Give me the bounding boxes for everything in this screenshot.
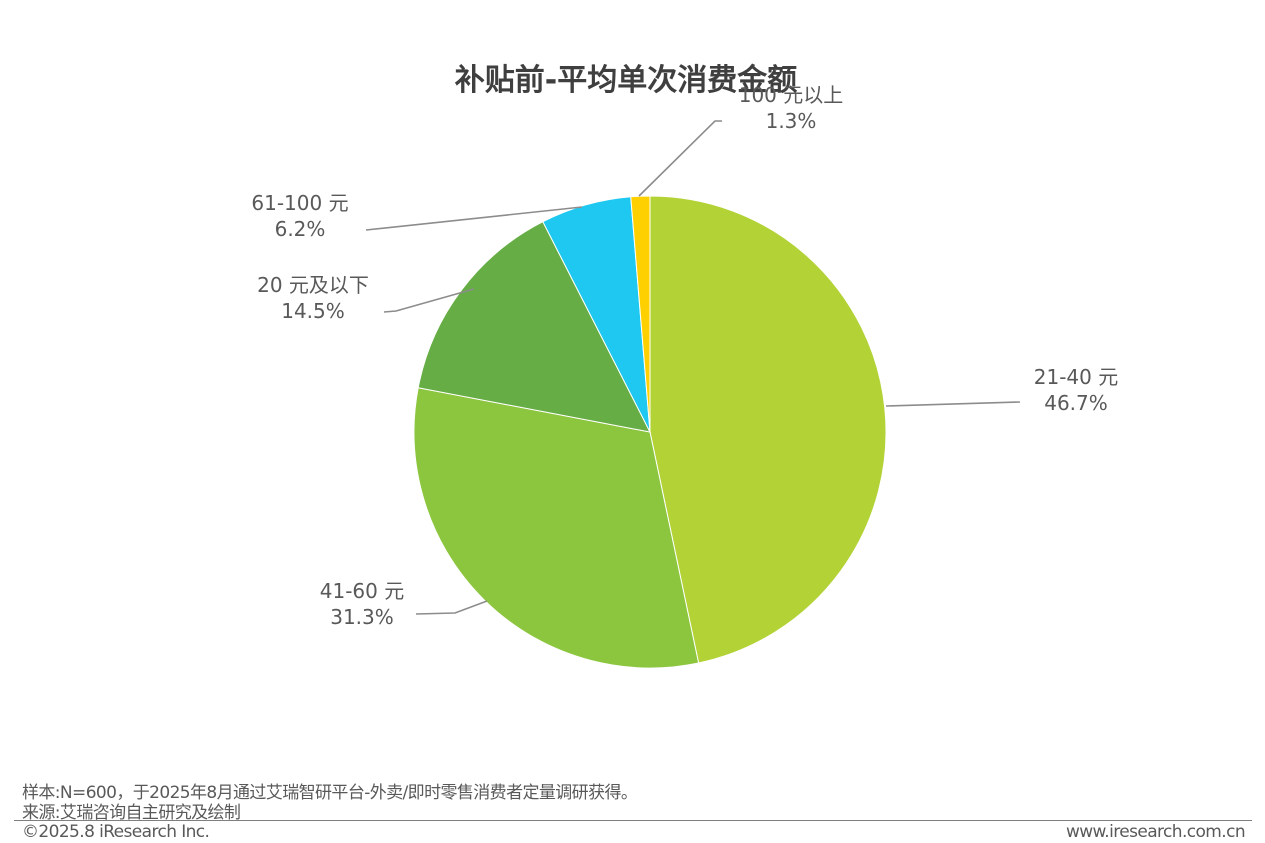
copyright-text: ©2025.8 iResearch Inc. bbox=[22, 822, 210, 842]
slice-category-label: 100 元以上 bbox=[739, 83, 844, 107]
leader-line bbox=[415, 600, 488, 615]
slice-value-label: 14.5% bbox=[281, 299, 345, 323]
sample-note: 样本:N=600，于2025年8月通过艾瑞智研平台-外卖/即时零售消费者定量调研… bbox=[22, 783, 638, 803]
slice-value-label: 31.3% bbox=[330, 605, 394, 629]
pie-slice bbox=[649, 195, 887, 664]
website-link[interactable]: www.iresearch.com.cn bbox=[1065, 822, 1246, 842]
slice-category-label: 21-40 元 bbox=[1034, 365, 1118, 389]
pie-slice bbox=[417, 221, 651, 433]
footer-divider bbox=[14, 820, 1252, 821]
slice-value-label: 6.2% bbox=[275, 217, 326, 241]
leader-line bbox=[638, 120, 722, 197]
leader-line bbox=[383, 288, 475, 313]
slice-category-label: 41-60 元 bbox=[320, 579, 404, 603]
pie-slice bbox=[630, 195, 651, 433]
slice-category-label: 61-100 元 bbox=[251, 191, 348, 215]
leader-line bbox=[885, 401, 1021, 407]
source-note: 来源:艾瑞咨询自主研究及绘制 bbox=[22, 803, 241, 823]
leader-line bbox=[365, 206, 583, 231]
leader-lines bbox=[365, 120, 1021, 615]
slice-category-label: 20 元及以下 bbox=[257, 273, 369, 297]
slice-value-label: 1.3% bbox=[766, 109, 817, 133]
pie-slice bbox=[413, 387, 700, 669]
slice-value-label: 46.7% bbox=[1044, 391, 1108, 415]
chart-title: 补贴前-平均单次消费金额 bbox=[455, 63, 797, 98]
pie-slices bbox=[413, 195, 887, 669]
pie-chart: 补贴前-平均单次消费金额 21-40 元46.7% 41-60 元31.3% 20 … bbox=[251, 63, 1118, 669]
